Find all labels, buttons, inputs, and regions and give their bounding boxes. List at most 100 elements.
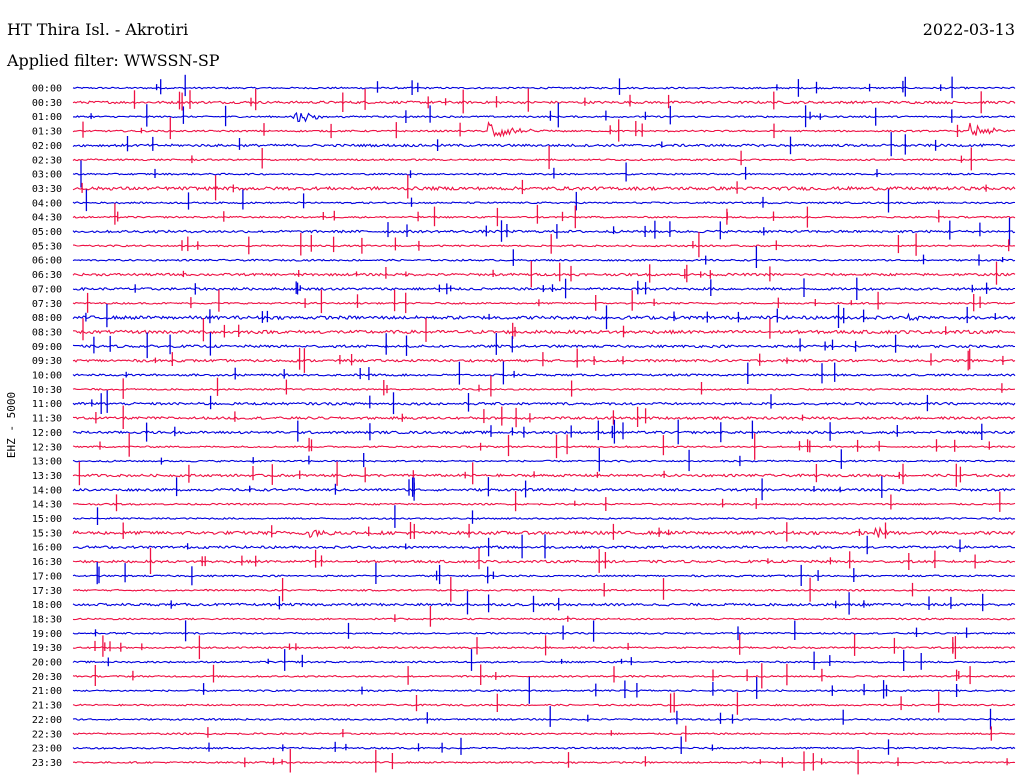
trace-group — [72, 74, 1016, 775]
time-label: 06:00 — [32, 256, 62, 267]
time-label: 11:00 — [32, 399, 62, 410]
trace-line — [72, 689, 1016, 693]
trace-line — [72, 185, 1016, 192]
trace-line — [72, 301, 1016, 305]
time-label: 15:30 — [32, 528, 62, 539]
time-label: 23:00 — [32, 744, 62, 755]
trace-line — [72, 111, 1016, 123]
time-label: 08:30 — [32, 327, 62, 338]
trace-line — [72, 717, 1016, 721]
time-label: 07:30 — [32, 299, 62, 310]
trace-line — [72, 312, 1016, 322]
time-label: 05:30 — [32, 241, 62, 252]
trace-line — [72, 674, 1016, 678]
time-label: 18:30 — [32, 614, 62, 625]
time-label: 19:00 — [32, 629, 62, 640]
trace-line — [72, 631, 1016, 635]
trace-line — [72, 574, 1016, 578]
time-label: 07:00 — [32, 284, 62, 295]
time-label-group: 00:00 00:30 01:00 01:30 02:00 02:30 03:00 03:30… — [32, 84, 62, 769]
trace-line — [73, 329, 1016, 335]
time-label: 04:30 — [32, 213, 62, 224]
time-label: 22:30 — [32, 729, 62, 740]
time-label: 11:30 — [32, 414, 62, 425]
trace-line — [72, 617, 1016, 621]
time-label: 21:00 — [32, 686, 62, 697]
trace-line — [72, 732, 1016, 736]
trace-line — [72, 143, 1016, 148]
trace-line — [72, 646, 1016, 650]
time-label: 10:30 — [32, 385, 62, 396]
time-label: 19:30 — [32, 643, 62, 654]
trace-line — [72, 430, 1016, 435]
time-label: 10:00 — [32, 371, 62, 382]
time-label: 20:00 — [32, 658, 62, 669]
time-label: 13:30 — [32, 471, 62, 482]
time-label: 09:00 — [32, 342, 62, 353]
time-label: 06:30 — [32, 270, 62, 281]
time-label: 15:00 — [32, 514, 62, 525]
trace-line — [73, 502, 1016, 506]
time-label: 16:00 — [32, 543, 62, 554]
trace-line — [72, 760, 1016, 764]
trace-line — [72, 373, 1016, 377]
time-label: 18:00 — [32, 600, 62, 611]
time-label: 08:00 — [32, 313, 62, 324]
trace-line — [72, 258, 1016, 262]
station-title: HT Thira Isl. - Akrotiri — [7, 20, 189, 39]
time-label: 01:30 — [32, 127, 62, 138]
trace-line — [72, 286, 1015, 292]
time-label: 02:00 — [32, 141, 62, 152]
time-label: 00:30 — [32, 98, 62, 109]
trace-line — [73, 244, 1016, 248]
time-label: 12:30 — [32, 442, 62, 453]
time-label: 22:00 — [32, 715, 62, 726]
trace-line — [72, 121, 1016, 138]
time-label: 17:30 — [32, 586, 62, 597]
channel-label: EHZ - 5000 — [5, 392, 18, 458]
time-label: 23:30 — [32, 758, 62, 769]
trace-line — [72, 100, 1016, 105]
time-label: 14:00 — [32, 485, 62, 496]
time-label: 03:00 — [32, 170, 62, 181]
time-label: 09:30 — [32, 356, 62, 367]
filter-label: Applied filter: WWSSN-SP — [7, 51, 220, 70]
trace-line — [72, 387, 1016, 391]
trace-line — [72, 516, 1016, 521]
trace-line — [72, 602, 1016, 607]
trace-line — [72, 201, 1016, 205]
trace-line — [72, 415, 1016, 421]
trace-line — [72, 158, 1016, 162]
time-label: 03:30 — [32, 184, 62, 195]
trace-line — [72, 487, 1016, 492]
time-label: 16:30 — [32, 557, 62, 568]
trace-line — [72, 459, 1016, 463]
time-label: 17:00 — [32, 571, 62, 582]
time-label: 01:00 — [32, 112, 62, 123]
trace-line — [72, 172, 1016, 176]
trace-line — [72, 545, 1016, 550]
time-label: 14:30 — [32, 500, 62, 511]
trace-line — [72, 344, 1016, 349]
trace-line — [72, 559, 1016, 564]
time-label: 21:30 — [32, 701, 62, 712]
trace-line — [72, 445, 1016, 449]
trace-line — [72, 473, 1016, 478]
trace-line — [72, 272, 1016, 277]
trace-line — [72, 401, 1016, 406]
date-label: 2022-03-13 — [922, 20, 1015, 39]
trace-line — [72, 746, 1016, 750]
time-label: 20:30 — [32, 672, 62, 683]
trace-line — [72, 588, 1016, 592]
trace-line — [72, 660, 1016, 664]
trace-line — [72, 86, 1016, 90]
time-label: 05:00 — [32, 227, 62, 238]
time-label: 12:00 — [32, 428, 62, 439]
time-label: 04:00 — [32, 198, 62, 209]
trace-line — [72, 215, 1016, 219]
trace-line — [72, 358, 1016, 363]
trace-line — [72, 526, 1016, 539]
trace-line — [72, 703, 1016, 707]
time-label: 02:30 — [32, 155, 62, 166]
